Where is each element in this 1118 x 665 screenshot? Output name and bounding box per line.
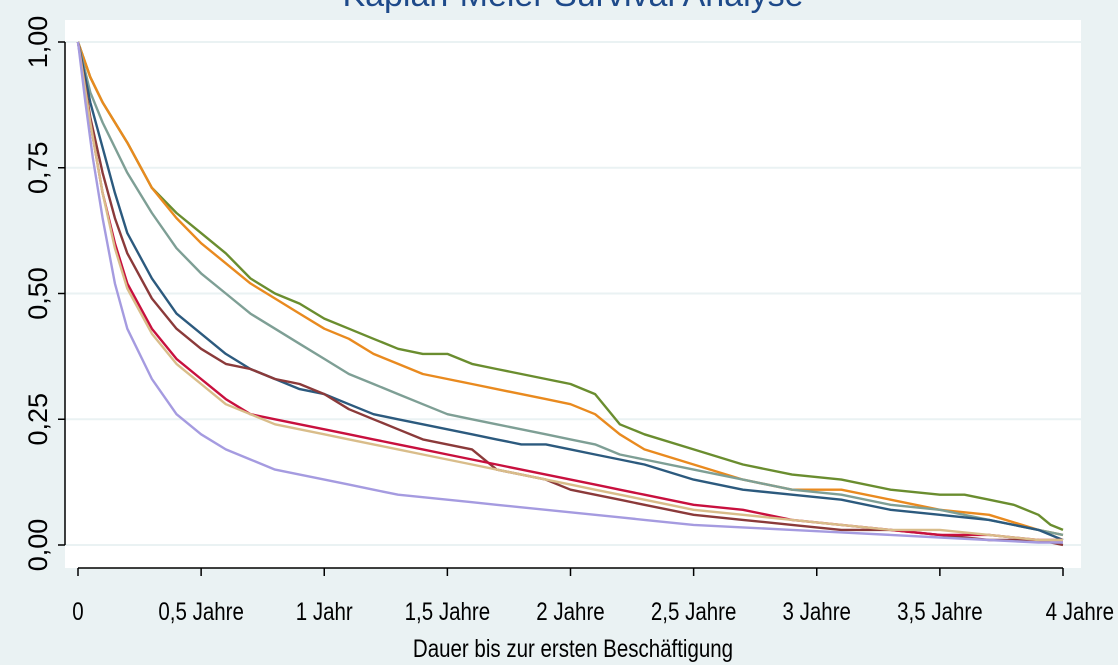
x-axis-label: Dauer bis zur ersten Beschäftigung: [413, 634, 733, 662]
x-tick-label-6: 3 Jahre: [783, 597, 851, 625]
grid-lines: [65, 41, 1081, 546]
x-tick-label-5: 2,5 Jahre: [651, 597, 736, 625]
series-line-1: [76, 41, 1064, 532]
y-tick-label-0: 0,00: [23, 519, 53, 572]
series-lines: [76, 41, 1064, 547]
series-line-3: [76, 41, 1064, 537]
y-tick-label-2: 0,50: [23, 267, 53, 320]
series-line-4: [76, 41, 1064, 542]
chart-title: Kaplan-Meier Survival Analyse: [342, 0, 803, 14]
y-tick-label-4: 1,00: [23, 16, 53, 69]
series-line-5: [76, 41, 1064, 547]
x-tick-label-3: 1,5 Jahre: [405, 597, 490, 625]
y-tick-label-3: 0,75: [23, 141, 53, 194]
x-tick-label-7: 3,5 Jahre: [897, 597, 982, 625]
axes: 0,00 0,25 0,50 0,75 1,00 0 0,5 Jahre 1 Jahr 1,5 …: [23, 16, 1114, 626]
series-line-8: [76, 41, 1063, 544]
x-tick-label-4: 2 Jahre: [536, 597, 604, 625]
x-tick-label-8: 4 Jahre: [1046, 597, 1114, 625]
x-tick-label-2: 1 Jahr: [296, 597, 353, 625]
series-line-7: [76, 41, 1063, 542]
x-tick-label-0: 0: [72, 597, 83, 625]
y-tick-label-1: 0,25: [23, 393, 53, 446]
x-tick-label-1: 0,5 Jahre: [158, 597, 243, 625]
series-line-2: [76, 41, 1064, 537]
